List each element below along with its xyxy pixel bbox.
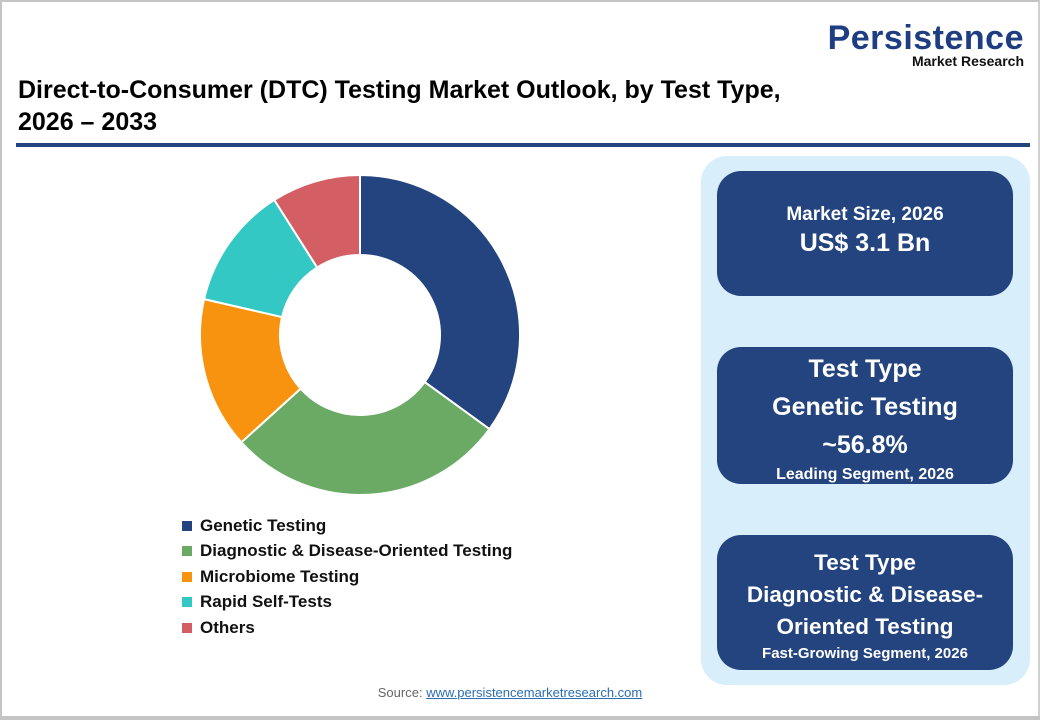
legend-label: Microbiome Testing: [200, 566, 360, 586]
fast-growing-segment-name-2: Oriented Testing: [776, 614, 954, 639]
donut-slice-genetic-testing: [359, 173, 521, 431]
leading-segment-card: Test Type Genetic Testing ~56.8% Leading…: [717, 347, 1013, 484]
leading-segment-caption: Leading Segment, 2026: [776, 466, 954, 483]
legend-swatch: [182, 520, 192, 531]
legend-label: Rapid Self-Tests: [200, 592, 332, 612]
donut-slice-diagnostic-disease-oriented-testing: [239, 380, 491, 496]
title-underline: [16, 143, 1030, 147]
legend-swatch: [182, 622, 192, 633]
legend-item-genetic-testing: Genetic Testing: [182, 513, 512, 539]
title-line-2: 2026 – 2033: [18, 108, 158, 136]
chart-legend: Genetic Testing Diagnostic & Disease-Ori…: [182, 513, 512, 641]
brand-logo: Persistence Market Research: [827, 19, 1024, 69]
logo-subtitle: Market Research: [911, 53, 1024, 69]
legend-swatch: [182, 571, 192, 582]
source-label: Source:: [377, 685, 423, 700]
fast-growing-segment-card: Test Type Diagnostic & Disease- Oriented…: [717, 535, 1013, 670]
legend-swatch: [182, 597, 192, 608]
leading-card-heading: Test Type: [808, 355, 922, 383]
legend-item-rapid-self-tests: Rapid Self-Tests: [182, 590, 512, 616]
legend-label: Others: [200, 617, 255, 637]
market-size-value: US$ 3.1 Bn: [799, 229, 931, 257]
bottom-border: [0, 716, 1040, 720]
leading-segment-share: ~56.8%: [822, 431, 908, 459]
fast-growing-segment-name-1: Diagnostic & Disease-: [746, 582, 984, 607]
donut-slice-others: [272, 173, 361, 269]
legend-label: Diagnostic & Disease-Oriented Testing: [200, 541, 513, 561]
fast-growing-card-heading: Test Type: [814, 550, 916, 575]
donut-chart: [199, 173, 521, 496]
market-size-card: Market Size, 2026 US$ 3.1 Bn: [717, 171, 1013, 296]
legend-item-others: Others: [182, 615, 512, 641]
title-line-1: Direct-to-Consumer (DTC) Testing Market …: [18, 76, 781, 104]
leading-segment-name: Genetic Testing: [772, 393, 958, 421]
page-title: Direct-to-Consumer (DTC) Testing Market …: [18, 74, 818, 138]
legend-swatch: [182, 546, 192, 557]
fast-growing-segment-caption: Fast-Growing Segment, 2026: [762, 645, 968, 662]
legend-label: Genetic Testing: [200, 515, 327, 535]
source-link[interactable]: www.persistencemarketresearch.com: [426, 685, 643, 700]
source-note: Source: www.persistencemarketresearch.co…: [0, 685, 1020, 700]
market-size-label: Market Size, 2026: [786, 204, 944, 225]
legend-item-diagnostic-testing: Diagnostic & Disease-Oriented Testing: [182, 539, 512, 565]
legend-item-microbiome-testing: Microbiome Testing: [182, 564, 512, 590]
logo-name: Persistence: [827, 19, 1024, 57]
